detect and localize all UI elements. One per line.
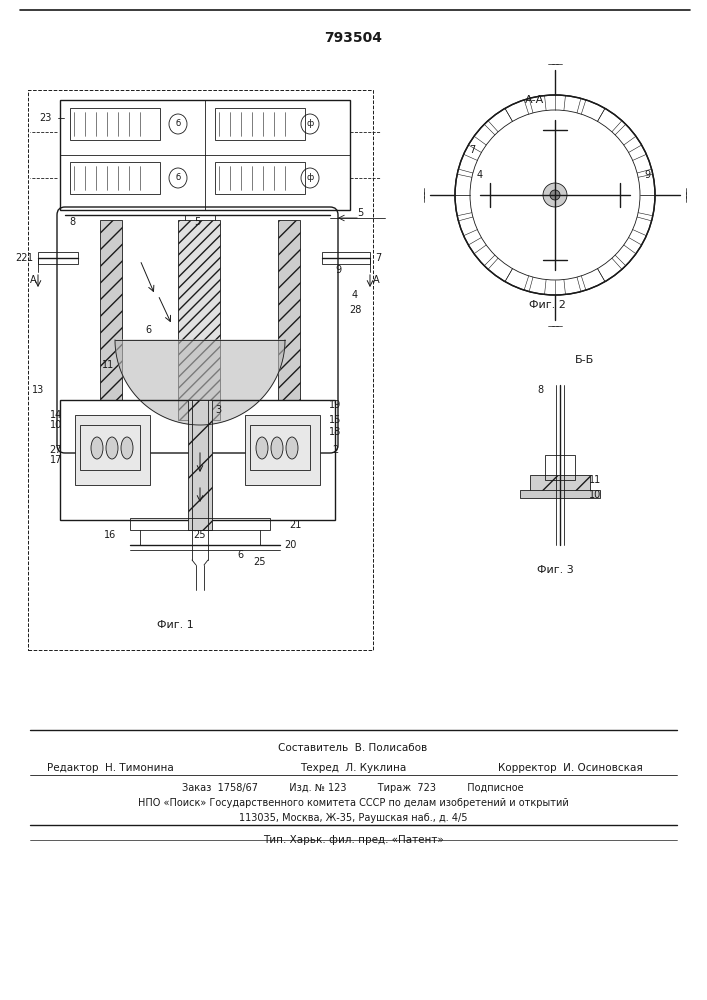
Text: 8: 8 [537,385,543,395]
Text: 7: 7 [375,253,381,263]
Text: Фиг. 1: Фиг. 1 [157,620,194,630]
Text: 4: 4 [477,170,483,180]
Text: 7: 7 [469,145,475,155]
Text: 25: 25 [254,557,267,567]
Bar [70,162,160,194]
Bar [80,425,140,470]
Text: 16: 16 [104,530,116,540]
Text: ф: ф [306,174,314,182]
Text: 8: 8 [69,217,75,227]
Text: б: б [175,119,180,128]
Text: 13: 13 [32,385,44,395]
Text: 11: 11 [102,360,114,370]
Text: Корректор  И. Осиновская: Корректор И. Осиновская [498,763,643,773]
Bar [188,400,212,530]
Polygon shape [115,340,285,425]
Text: 11: 11 [589,475,601,485]
Circle shape [550,190,560,200]
Text: 4: 4 [352,290,358,300]
Text: Фиг. 3: Фиг. 3 [537,565,573,575]
Bar [250,425,310,470]
Text: 27: 27 [49,445,62,455]
Ellipse shape [91,437,103,459]
Text: 9: 9 [644,170,650,180]
Text: ф: ф [306,119,314,128]
Text: Заказ  1758/67          Изд. № 123          Тираж  723          Подписное: Заказ 1758/67 Изд. № 123 Тираж 723 Подпи… [182,783,524,793]
Bar [545,455,575,480]
Text: 17: 17 [49,455,62,465]
Ellipse shape [256,437,268,459]
Bar [215,162,305,194]
Text: 3: 3 [215,405,221,415]
Ellipse shape [271,437,283,459]
Text: 2: 2 [332,445,338,455]
Bar [70,108,160,140]
Text: A: A [30,275,36,285]
Text: 10: 10 [49,420,62,430]
Text: 22: 22 [16,253,28,263]
Text: 6: 6 [237,550,243,560]
Text: Составитель  В. Полисабов: Составитель В. Полисабов [279,743,428,753]
Bar [520,490,600,498]
Text: 25: 25 [194,530,206,540]
Bar [245,415,320,485]
Text: 1: 1 [27,253,33,263]
Text: 9: 9 [335,265,341,275]
Text: НПО «Поиск» Государственного комитета СССР по делам изобретений и открытий: НПО «Поиск» Государственного комитета СС… [138,798,568,808]
Text: Техред  Л. Куклина: Техред Л. Куклина [300,763,406,773]
Bar [28,90,373,650]
Text: 5: 5 [357,208,363,218]
Bar [278,220,300,400]
Text: 6: 6 [145,325,151,335]
Text: 113035, Москва, Ж-35, Раушская наб., д. 4/5: 113035, Москва, Ж-35, Раушская наб., д. … [239,813,467,823]
Ellipse shape [286,437,298,459]
Text: 10: 10 [589,490,601,500]
Bar [60,100,350,210]
Text: 15: 15 [329,415,341,425]
Text: Б-Б: Б-Б [575,355,595,365]
Bar [322,252,370,264]
Text: 23: 23 [39,113,51,123]
Bar [215,108,305,140]
Bar [38,252,78,264]
Text: Редактор  Н. Тимонина: Редактор Н. Тимонина [47,763,173,773]
Bar [530,475,590,493]
Ellipse shape [121,437,133,459]
Text: 14: 14 [49,410,62,420]
Text: 18: 18 [329,427,341,437]
Text: 19: 19 [329,400,341,410]
Bar [60,400,335,520]
Text: 793504: 793504 [324,31,382,45]
Text: 20: 20 [284,540,296,550]
Circle shape [543,183,567,207]
Bar [100,220,122,400]
Text: 28: 28 [349,305,361,315]
Text: Тип. Харьк. фил. пред. «Патент»: Тип. Харьк. фил. пред. «Патент» [262,835,443,845]
Bar [178,220,220,420]
Bar [130,518,270,530]
Ellipse shape [106,437,118,459]
Text: A: A [373,275,380,285]
Text: 5: 5 [194,217,200,227]
Bar [75,415,150,485]
Text: б: б [175,174,180,182]
Text: 21: 21 [289,520,301,530]
Text: А-А: А-А [525,95,544,105]
Circle shape [470,110,640,280]
Text: Фиг. 2: Фиг. 2 [529,300,566,310]
